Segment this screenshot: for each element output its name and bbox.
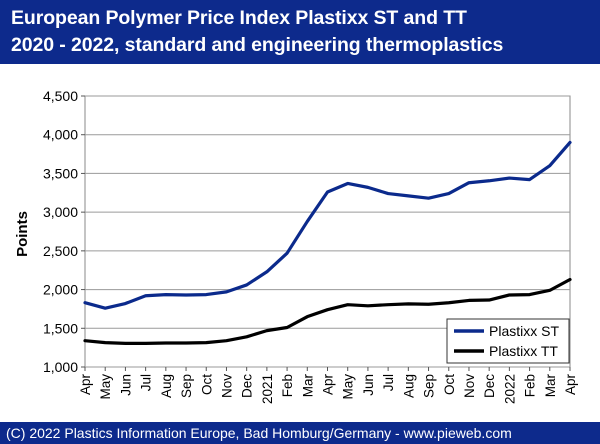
data-point [528, 293, 531, 296]
data-point [447, 192, 450, 195]
data-point [467, 299, 471, 302]
x-tick-label: 2021 [260, 374, 275, 404]
series-lines [83, 140, 572, 345]
data-point [508, 293, 511, 297]
data-point [124, 302, 127, 305]
chart-title-line-2: 2020 - 2022, standard and engineering th… [11, 34, 504, 56]
data-point [83, 339, 87, 342]
legend-label: Plastixx TT [489, 343, 558, 359]
y-tick-label: 2,500 [43, 243, 78, 259]
x-tick-label: Nov [219, 374, 234, 398]
x-tick-label: Aug [401, 374, 416, 398]
data-point [568, 278, 572, 281]
data-point [487, 298, 491, 302]
x-tick-label: Sep [422, 374, 437, 398]
data-point [407, 302, 410, 306]
x-tick-label: Apr [563, 374, 578, 396]
data-point [386, 192, 390, 195]
x-tick-label: Aug [159, 374, 174, 398]
x-tick-label: Feb [523, 374, 538, 397]
x-tick-label: May [98, 374, 113, 400]
x-tick-label: Oct [199, 374, 214, 395]
x-tick-label: Apr [321, 374, 336, 396]
data-point [386, 303, 390, 306]
chart-header: European Polymer Price Index Plastixx ST… [0, 0, 600, 64]
data-point [487, 179, 491, 182]
x-tick-label: Nov [462, 374, 477, 398]
data-point [326, 308, 329, 311]
y-axis-ticks: 1,000 1,500 2,000 2,500 3,000 3,500 4,000 4,500 [43, 88, 85, 375]
legend: Plastixx ST Plastixx TT [446, 318, 570, 364]
data-point [245, 283, 248, 287]
data-point [225, 339, 228, 342]
y-tick-label: 4,000 [43, 127, 78, 143]
x-tick-label: Mar [543, 373, 558, 397]
x-tick-label: Jul [139, 374, 154, 391]
y-tick-label: 3,000 [43, 204, 78, 220]
data-point [265, 270, 269, 273]
data-point [285, 251, 289, 255]
data-point [306, 315, 309, 318]
data-point [508, 176, 511, 180]
data-point [164, 293, 168, 296]
copyright-text: (C) 2022 Plastics Information Europe, Ba… [6, 425, 512, 441]
x-tick-label: Jun [118, 374, 133, 396]
line-chart: 1,000 1,500 2,000 2,500 3,000 3,500 4,000 4,500… [14, 88, 578, 404]
x-tick-label: Apr [78, 374, 93, 396]
x-tick-label: 2022 [502, 374, 517, 404]
data-point [427, 197, 430, 200]
data-point [326, 190, 329, 194]
x-tick-label: Oct [442, 374, 457, 395]
data-point [245, 335, 248, 339]
data-point [144, 294, 147, 297]
data-point [265, 329, 269, 332]
data-point [184, 341, 188, 345]
data-point [144, 342, 147, 345]
x-tick-label: Dec [240, 374, 255, 398]
x-tick-label: Jul [381, 374, 396, 391]
data-point [366, 304, 370, 308]
data-point [346, 303, 349, 306]
data-point [568, 141, 572, 144]
footer: (C) 2022 Plastics Information Europe, Ba… [0, 422, 600, 444]
data-point [205, 341, 208, 344]
y-axis-label: Points [14, 211, 31, 257]
data-point [225, 290, 228, 294]
data-point [306, 220, 309, 223]
data-point [407, 194, 410, 198]
x-tick-label: Jun [361, 374, 376, 396]
x-tick-label: Feb [280, 374, 295, 397]
y-tick-label: 1,500 [43, 320, 78, 336]
chart-title-line-1: European Polymer Price Index Plastixx ST… [11, 7, 467, 29]
data-point [548, 289, 551, 292]
data-point [467, 181, 471, 184]
x-tick-label: Dec [482, 374, 497, 398]
data-point [104, 341, 107, 344]
x-axis-ticks: Apr May Jun Jul Aug Sep Oct Nov Dec 2021 Feb Mar Apr… [78, 367, 578, 404]
y-tick-label: 3,500 [43, 165, 78, 181]
y-tick-label: 2,000 [43, 282, 78, 298]
x-tick-label: May [341, 374, 356, 400]
legend-box [446, 318, 570, 364]
data-point [205, 293, 208, 296]
x-tick-label: Sep [179, 374, 194, 398]
data-point [548, 164, 551, 167]
data-point [346, 182, 349, 185]
x-tick-label: Mar [300, 373, 315, 397]
y-tick-label: 4,500 [43, 88, 78, 104]
data-point [447, 301, 450, 304]
data-point [528, 178, 531, 181]
data-point [366, 186, 370, 189]
data-point [104, 306, 107, 310]
data-point [124, 342, 127, 345]
legend-label: Plastixx ST [489, 323, 559, 339]
data-point [427, 303, 430, 306]
data-point [83, 301, 87, 304]
y-tick-label: 1,000 [43, 359, 78, 375]
data-point [164, 341, 168, 345]
data-point [184, 293, 188, 297]
data-point [285, 326, 289, 329]
